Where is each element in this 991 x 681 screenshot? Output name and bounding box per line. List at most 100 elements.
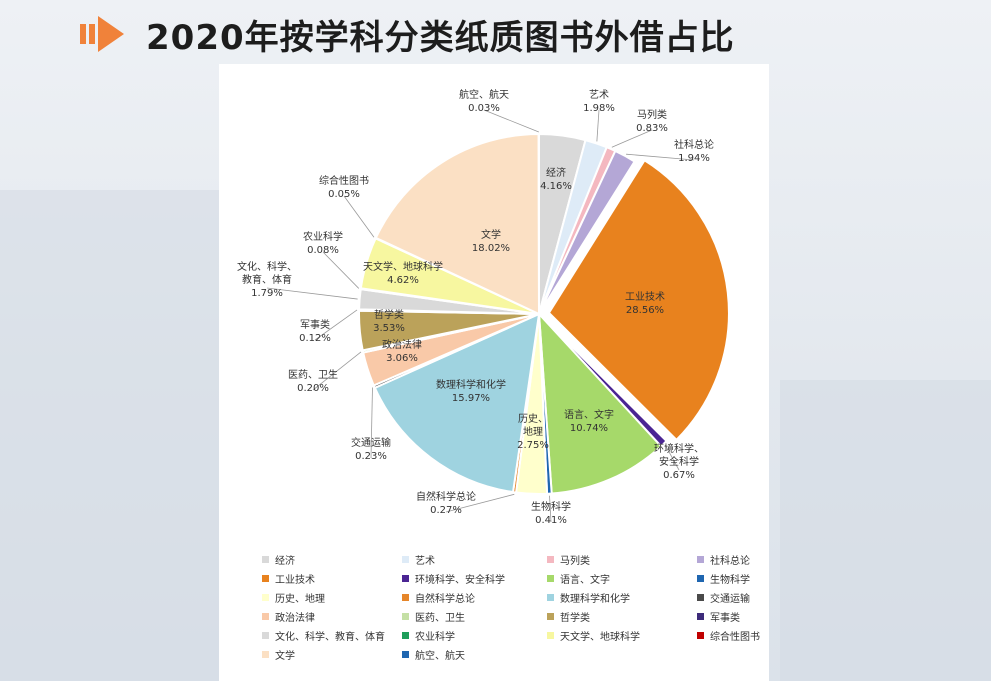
data-label-20: 文学 18.02% bbox=[472, 228, 510, 254]
legend-swatch bbox=[547, 612, 554, 620]
legend-label: 政治法律 bbox=[275, 612, 315, 624]
header: 2020年按学科分类纸质图书外借占比 bbox=[0, 0, 991, 64]
legend-label: 综合性图书 bbox=[710, 631, 760, 643]
pie-chart: 经济 4.16% 艺术 1.98% 马列类 0.83%社科总论 1.94% 工业技术 28.56… bbox=[237, 88, 730, 526]
legend-item: 生物科学 bbox=[697, 570, 797, 586]
legend-item: 环境科学、安全科学 bbox=[402, 570, 547, 586]
leader-line-11 bbox=[370, 387, 373, 459]
data-label-21: 航空、航天 0.03% bbox=[459, 88, 509, 114]
legend-label: 生物科学 bbox=[710, 574, 750, 586]
legend-item: 航空、航天 bbox=[402, 646, 547, 662]
legend-label: 交通运输 bbox=[710, 593, 750, 605]
legend-item: 医药、卫生 bbox=[402, 608, 547, 624]
leader-line-19 bbox=[343, 195, 375, 238]
legend-label: 社科总论 bbox=[710, 555, 750, 567]
pie-slice-4 bbox=[547, 158, 730, 442]
leader-line-9 bbox=[445, 493, 515, 513]
chart-panel: 经济 4.16% 艺术 1.98% 马列类 0.83% 社科总论 1.94% 工业技术 28.56… bbox=[219, 64, 769, 681]
legend-label: 文化、科学、教育、体育 bbox=[275, 631, 385, 643]
background-building-right bbox=[780, 380, 991, 681]
data-label-1: 艺术 1.98% bbox=[583, 89, 615, 114]
legend-swatch bbox=[697, 574, 704, 582]
data-label-16: 文化、科学、教育、体育 1.79% bbox=[237, 260, 297, 299]
legend-label: 语言、文字 bbox=[560, 574, 610, 586]
legend-label: 天文学、地球科学 bbox=[560, 631, 640, 643]
data-label-19: 综合性图书 0.05% bbox=[319, 174, 369, 200]
data-label-10: 数理科学和化学 15.97% bbox=[436, 378, 506, 404]
page-title: 2020年按学科分类纸质图书外借占比 bbox=[146, 18, 735, 58]
leader-line-13 bbox=[312, 351, 362, 391]
leader-line-1 bbox=[596, 109, 600, 142]
legend-item: 历史、地理 bbox=[262, 589, 402, 605]
data-label-6: 语言、文字 10.74% bbox=[564, 408, 614, 434]
legend-swatch bbox=[402, 631, 409, 639]
legend-item: 文学 bbox=[262, 646, 402, 662]
legend-swatch bbox=[262, 631, 269, 639]
legend-swatch bbox=[262, 612, 269, 620]
legend-swatch bbox=[402, 593, 409, 601]
data-label-5: 环境科学、安全科学 0.67% bbox=[654, 442, 704, 481]
legend-item: 文化、科学、教育、体育 bbox=[262, 627, 402, 643]
legend-item: 工业技术 bbox=[262, 570, 402, 586]
legend-label: 数理科学和化学 bbox=[560, 593, 630, 605]
legend-swatch bbox=[262, 593, 269, 601]
legend-swatch bbox=[697, 593, 704, 601]
legend-label: 文学 bbox=[275, 650, 295, 662]
legend-swatch bbox=[402, 574, 409, 582]
data-label-14: 哲学类 3.53% bbox=[373, 308, 405, 334]
data-label-9: 自然科学总论 0.27% bbox=[416, 490, 476, 516]
legend-swatch bbox=[697, 631, 704, 639]
data-label-0: 经济 4.16% bbox=[540, 166, 572, 192]
data-label-7: 生物科学 0.41% bbox=[531, 500, 571, 526]
data-label-13: 医药、卫生 0.20% bbox=[288, 368, 338, 394]
legend-item: 军事类 bbox=[697, 608, 797, 624]
data-label-3: 社科总论 1.94% bbox=[674, 138, 714, 164]
data-label-8: 历史、地理 2.75% bbox=[517, 413, 549, 451]
legend-swatch bbox=[402, 612, 409, 620]
leader-line-3 bbox=[626, 153, 695, 161]
leader-line-21 bbox=[483, 109, 539, 133]
legend-item: 综合性图书 bbox=[697, 627, 797, 643]
legend-swatch bbox=[547, 574, 554, 582]
pie-slice-10 bbox=[373, 312, 541, 494]
leader-line-15 bbox=[314, 309, 358, 341]
leader-line-16 bbox=[266, 287, 358, 300]
legend-swatch bbox=[262, 574, 269, 582]
data-label-15: 军事类 0.12% bbox=[299, 318, 331, 344]
data-label-2: 马列类 0.83% bbox=[636, 108, 668, 134]
arrow-right-icon bbox=[80, 16, 124, 52]
legend-swatch bbox=[262, 650, 269, 658]
background-building-left bbox=[0, 190, 219, 681]
legend-item: 农业科学 bbox=[402, 627, 547, 643]
legend-label: 环境科学、安全科学 bbox=[415, 574, 505, 586]
legend-label: 自然科学总论 bbox=[415, 593, 475, 605]
legend-label: 马列类 bbox=[560, 555, 590, 567]
legend-label: 航空、航天 bbox=[415, 650, 465, 662]
pie-slice-20 bbox=[374, 132, 541, 316]
legend-label: 军事类 bbox=[710, 612, 740, 624]
legend-item: 数理科学和化学 bbox=[547, 589, 697, 605]
legend-swatch bbox=[697, 555, 704, 563]
pie-slice-6 bbox=[537, 311, 663, 495]
data-label-17: 农业科学 0.08% bbox=[303, 230, 343, 256]
legend-label: 工业技术 bbox=[275, 574, 315, 586]
legend-item: 社科总论 bbox=[697, 551, 797, 567]
legend-swatch bbox=[697, 612, 704, 620]
legend-item: 马列类 bbox=[547, 551, 697, 567]
legend-item: 政治法律 bbox=[262, 608, 402, 624]
data-label-18: 天文学、地球科学 4.62% bbox=[363, 260, 443, 286]
leader-line-7 bbox=[549, 495, 552, 523]
legend-item: 艺术 bbox=[402, 551, 547, 567]
legend-item: 交通运输 bbox=[697, 589, 797, 605]
legend-swatch bbox=[547, 631, 554, 639]
leader-line-2 bbox=[611, 129, 653, 148]
legend-swatch bbox=[262, 555, 269, 563]
legend-swatch bbox=[402, 650, 409, 658]
pie-slice-3 bbox=[538, 149, 636, 315]
legend-label: 艺术 bbox=[415, 555, 435, 567]
leader-line-5 bbox=[664, 444, 680, 471]
legend-swatch bbox=[402, 555, 409, 563]
legend-swatch bbox=[547, 555, 554, 563]
legend-label: 农业科学 bbox=[415, 631, 455, 643]
legend-swatch bbox=[547, 593, 554, 601]
